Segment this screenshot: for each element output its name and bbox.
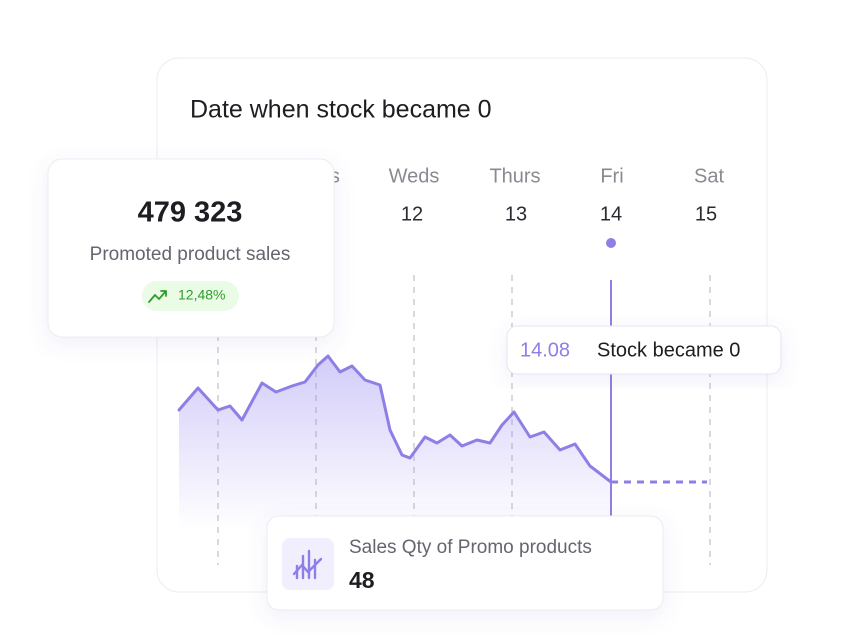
trend-icon <box>148 290 167 303</box>
tooltip <box>506 325 782 375</box>
tooltip-date: 14.08 <box>520 339 570 361</box>
day-label: Sat <box>694 165 724 187</box>
day-label: Thurs <box>489 165 540 187</box>
card-title: Date when stock became 0 <box>190 96 492 124</box>
date-label: 12 <box>401 203 423 225</box>
date-label: 15 <box>695 203 717 225</box>
change-badge <box>142 281 239 311</box>
tooltip-text: Stock became 0 <box>597 339 740 361</box>
sales-line <box>177 354 613 484</box>
stock-out-dot <box>606 238 616 248</box>
kpi-card <box>47 158 335 338</box>
qty-card <box>266 515 664 611</box>
qty-value: 48 <box>349 567 375 593</box>
qty-label: Sales Qty of Promo products <box>349 537 592 558</box>
kpi-value: 479 323 <box>138 197 243 229</box>
day-label: Fri <box>600 165 623 187</box>
day-label: Weds <box>389 165 440 187</box>
kpi-change: 12,48% <box>178 287 225 303</box>
date-label: 14 <box>600 203 622 225</box>
kpi-label: Promoted product sales <box>90 244 291 265</box>
qty-icon <box>292 549 323 580</box>
date-label: 13 <box>505 203 527 225</box>
